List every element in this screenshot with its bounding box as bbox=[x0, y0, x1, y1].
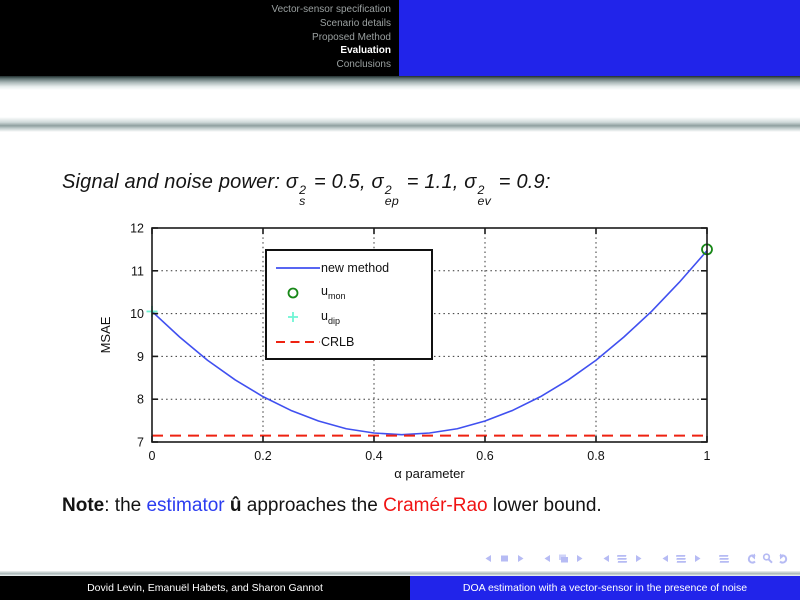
footer-separator bbox=[0, 571, 800, 576]
beamer-navigation-bar bbox=[479, 551, 790, 565]
x-tick-label: 0.2 bbox=[254, 449, 271, 463]
title-math-symbol: σ 2 ev bbox=[464, 171, 492, 209]
msae-chart: 7 8 9 10 11 12 0 0.2 0.4 0.6 0.8 1 α parameter MSAE n… bbox=[95, 215, 720, 487]
note-segment: : the bbox=[104, 495, 147, 516]
header-separator bbox=[0, 76, 800, 90]
note-text: Note: the estimator û approaches the Cra… bbox=[62, 495, 602, 517]
prev-frame-icon[interactable] bbox=[541, 552, 554, 565]
legend-entry: CRLB bbox=[275, 330, 423, 354]
section-item-proposed-method[interactable]: Proposed Method bbox=[312, 31, 391, 43]
prev-section-icon[interactable] bbox=[659, 552, 672, 565]
legend-label: CRLB bbox=[321, 334, 355, 349]
prev-slide-icon[interactable] bbox=[482, 552, 495, 565]
legend-plus-swatch bbox=[288, 312, 298, 323]
header-accent-panel bbox=[399, 0, 800, 76]
note-segment: Note bbox=[62, 495, 105, 516]
back-icon[interactable] bbox=[745, 552, 758, 565]
y-tick-label: 10 bbox=[130, 307, 144, 321]
forward-icon[interactable] bbox=[777, 552, 790, 565]
title-text-segment: Signal and noise power: bbox=[62, 171, 286, 193]
legend-dash-swatch bbox=[276, 340, 320, 343]
title-text-segment: = 1.1, bbox=[400, 171, 465, 193]
y-tick-label: 7 bbox=[137, 436, 144, 450]
title-math-symbol: σ 2 ep bbox=[371, 171, 399, 209]
frametitle-separator bbox=[0, 117, 800, 132]
note-segment: Cramér-Rao bbox=[383, 495, 488, 516]
note-segment: lower bound. bbox=[487, 495, 602, 516]
section-item-vector-sensor-specification[interactable]: Vector-sensor specification bbox=[271, 4, 391, 15]
x-axis-label: α parameter bbox=[394, 466, 465, 481]
subsection-list-icon[interactable] bbox=[616, 552, 629, 565]
title-text-segment: = 0.9: bbox=[493, 171, 551, 193]
x-tick-label: 0.6 bbox=[476, 449, 493, 463]
y-tick-label: 12 bbox=[130, 222, 144, 236]
x-tick-label: 1 bbox=[704, 449, 711, 463]
legend-label: udip bbox=[321, 308, 340, 326]
note-segment: estimator bbox=[146, 495, 225, 516]
section-item-conclusions[interactable]: Conclusions bbox=[336, 59, 391, 71]
note-segment: û bbox=[229, 495, 242, 516]
new-method-curve bbox=[151, 250, 708, 436]
next-section-icon[interactable] bbox=[691, 552, 704, 565]
legend-label: new method bbox=[321, 261, 390, 275]
footer-authors: Dovid Levin, Emanuël Habets, and Sharon … bbox=[0, 576, 410, 600]
next-slide-icon[interactable] bbox=[514, 552, 527, 565]
legend-line-swatch bbox=[276, 267, 320, 269]
y-tick-label: 9 bbox=[137, 350, 144, 364]
footer-short-title: DOA estimation with a vector-sensor in t… bbox=[410, 576, 800, 600]
y-tick-label: 11 bbox=[131, 264, 144, 278]
next-frame-icon[interactable] bbox=[573, 552, 586, 565]
legend-entry: udip bbox=[275, 305, 423, 329]
slide-icon[interactable] bbox=[498, 552, 511, 565]
appendix-icon[interactable] bbox=[718, 552, 731, 565]
next-subsection-icon[interactable] bbox=[632, 552, 645, 565]
y-axis-label: MSAE bbox=[98, 316, 113, 353]
section-list-icon[interactable] bbox=[675, 552, 688, 565]
prev-subsection-icon[interactable] bbox=[600, 552, 613, 565]
note-segment: approaches the bbox=[241, 495, 384, 516]
search-icon[interactable] bbox=[761, 552, 774, 565]
chart-legend: new method umon udip CRLB bbox=[265, 249, 433, 360]
legend-label: umon bbox=[321, 284, 346, 302]
axes-box bbox=[151, 227, 708, 443]
section-item-evaluation[interactable]: Evaluation bbox=[340, 45, 391, 57]
header-outline-panel: Vector-sensor specification Scenario deta… bbox=[0, 0, 399, 76]
y-tick-label: 8 bbox=[137, 393, 144, 407]
x-tick-label: 0 bbox=[149, 449, 156, 463]
frame-icon[interactable] bbox=[557, 552, 570, 565]
legend-circle-swatch bbox=[287, 287, 299, 299]
legend-entry: new method bbox=[275, 256, 423, 280]
x-tick-label: 0.8 bbox=[587, 449, 604, 463]
title-text-segment: = 0.5, bbox=[308, 171, 372, 193]
section-item-scenario-details[interactable]: Scenario details bbox=[319, 17, 391, 29]
x-tick-label: 0.4 bbox=[365, 449, 382, 463]
legend-entry: umon bbox=[275, 281, 423, 305]
footline: Dovid Levin, Emanuël Habets, and Sharon … bbox=[0, 576, 800, 600]
section-navigation: Vector-sensor specification Scenario deta… bbox=[271, 3, 391, 72]
